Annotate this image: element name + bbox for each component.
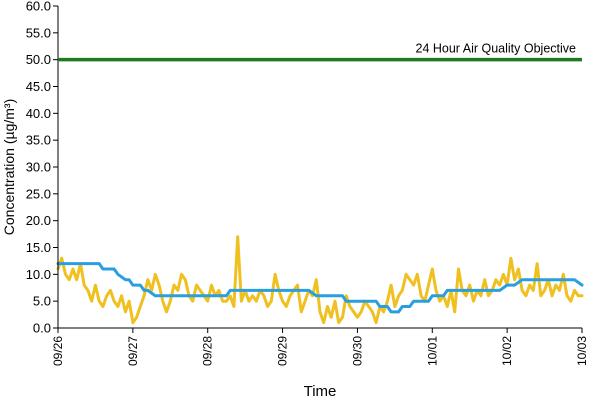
x-tick-label: 10/01 (425, 336, 439, 366)
x-axis-ticks: 09/26 09/27 09/28 09/29 09/30 10/01 10/02 10/03 (51, 328, 589, 366)
y-tick-label: 30.0 (26, 160, 51, 175)
series-line-rolling (56, 262, 584, 314)
series-line-hourly (56, 235, 584, 325)
y-tick-label: 5.0 (33, 294, 51, 309)
y-tick-label: 60.0 (26, 0, 51, 14)
y-tick-label: 50.0 (26, 52, 51, 67)
x-tick-label: 09/27 (126, 336, 140, 366)
x-tick-label: 09/30 (350, 336, 364, 366)
y-tick-label: 35.0 (26, 133, 51, 148)
y-tick-label: 20.0 (26, 213, 51, 228)
y-tick-label: 45.0 (26, 79, 51, 94)
x-axis-title: Time (304, 383, 337, 400)
x-tick-label: 09/28 (201, 336, 215, 366)
y-tick-label: 40.0 (26, 106, 51, 121)
x-tick-label: 09/26 (51, 336, 65, 366)
x-tick-label: 10/03 (575, 336, 589, 366)
objective-label: 24 Hour Air Quality Objective (416, 42, 577, 56)
series-layer (56, 235, 584, 325)
x-tick-label: 10/02 (500, 336, 514, 366)
y-tick-label: 0.0 (33, 321, 51, 336)
x-tick-label: 09/29 (276, 336, 290, 366)
y-tick-label: 10.0 (26, 267, 51, 282)
y-axis-ticks: 0.0 5.0 10.0 15.0 20.0 25.0 30.0 35.0 40.0 45.0 50… (26, 0, 58, 336)
y-tick-label: 55.0 (26, 25, 51, 40)
y-tick-label: 15.0 (26, 240, 51, 255)
y-axis-title: Concentration (µg/m³) (1, 99, 17, 235)
y-tick-label: 25.0 (26, 186, 51, 201)
